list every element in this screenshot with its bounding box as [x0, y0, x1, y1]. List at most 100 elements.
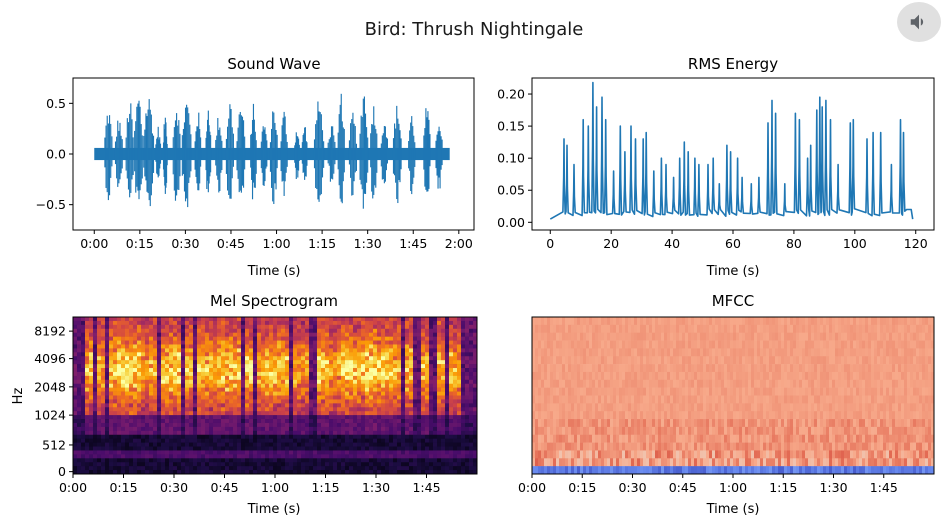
- mel-spectrogram-cell: [273, 395, 278, 400]
- mel-spectrogram-cell: [253, 336, 258, 341]
- mel-spectrogram-cell: [337, 434, 342, 439]
- mel-spectrogram-cell: [429, 348, 434, 353]
- mel-spectrogram-cell: [97, 328, 102, 333]
- mel-spectrogram-cell: [349, 324, 354, 330]
- mfcc-cell: [709, 324, 713, 333]
- mel-spectrogram-cell: [133, 458, 138, 463]
- mel-spectrogram-cell: [293, 395, 298, 400]
- mel-spectrogram-cell: [333, 411, 338, 416]
- mel-spectrogram-cell: [333, 383, 338, 388]
- mel-spectrogram-cell: [269, 462, 274, 467]
- mel-spectrogram-cell: [193, 446, 198, 451]
- mel-spectrogram-cell: [185, 446, 190, 451]
- mel-spectrogram-cell: [353, 438, 358, 443]
- mfcc-cell: [649, 332, 653, 341]
- mel-spectrogram-cell: [325, 438, 330, 443]
- mel-spectrogram-cell: [181, 458, 186, 463]
- mel-spectrogram-cell: [257, 458, 262, 463]
- mel-spectrogram-cell: [145, 419, 150, 424]
- mel-spectrogram-cell: [277, 332, 282, 337]
- mel-spectrogram-cell: [249, 344, 254, 349]
- mel-spectrogram-cell: [197, 470, 202, 475]
- mel-spectrogram-cell: [449, 411, 454, 416]
- mel-spectrogram-cell: [181, 383, 186, 388]
- mel-spectrogram-cell: [305, 317, 310, 322]
- mel-spectrogram-cell: [285, 320, 290, 326]
- mel-spectrogram-cell: [101, 375, 106, 381]
- mel-spectrogram-cell: [289, 434, 294, 439]
- mel-spectrogram-cell: [409, 328, 414, 333]
- mel-spectrogram-cell: [325, 364, 330, 369]
- mel-spectrogram-cell: [89, 422, 94, 428]
- mel-spectrogram-cell: [357, 371, 362, 377]
- mel-spectrogram-cell: [453, 454, 458, 459]
- mfcc-cell: [826, 332, 830, 341]
- mel-spectrogram-cell: [389, 379, 394, 385]
- mel-spectrogram-cell: [329, 391, 334, 396]
- mel-spectrogram-cell: [121, 364, 126, 369]
- mel-spectrogram-cell: [265, 379, 270, 385]
- mel-spectrogram-cell: [457, 364, 462, 369]
- mel-spectrogram-cell: [333, 328, 338, 333]
- mel-spectrogram-cell: [133, 364, 138, 369]
- mel-spectrogram-cell: [265, 332, 270, 337]
- mel-spectrogram-cell: [145, 375, 150, 381]
- mel-spectrogram-cell: [393, 324, 398, 330]
- mel-spectrogram-cell: [145, 340, 150, 345]
- mel-spectrogram-cell: [289, 446, 294, 451]
- mel-spectrogram-cell: [229, 462, 234, 467]
- mel-spectrogram-cell: [125, 438, 130, 443]
- mel-spectrogram-cell: [85, 383, 90, 388]
- mel-spectrogram-cell: [405, 395, 410, 400]
- mel-spectrogram-cell: [357, 360, 362, 365]
- mel-spectrogram-cell: [437, 458, 442, 463]
- mfcc-cell: [622, 332, 626, 341]
- mel-spectrogram-cell: [465, 407, 470, 412]
- mel-spectrogram-cell: [453, 336, 458, 341]
- mel-spectrogram-cell: [305, 379, 310, 385]
- mel-spectrogram-cell: [269, 360, 274, 365]
- mel-spectrogram-cell: [269, 332, 274, 337]
- mel-spectrogram-cell: [449, 450, 454, 455]
- mel-spectrogram-cell: [169, 442, 174, 447]
- mel-spectrogram-column: [141, 317, 146, 475]
- mel-spectrogram-cell: [365, 395, 370, 400]
- mel-spectrogram-cell: [229, 454, 234, 459]
- sound-wave-burst: [348, 112, 358, 196]
- mel-spectrogram-cell: [81, 348, 86, 353]
- mel-spectrogram-cell: [205, 446, 210, 451]
- mel-spectrogram-cell: [217, 430, 222, 436]
- mel-spectrogram-cell: [353, 336, 358, 341]
- mel-spectrogram-cell: [357, 328, 362, 333]
- mel-spectrogram-cell: [93, 324, 98, 330]
- mel-spectrogram-cell: [269, 466, 274, 471]
- mel-spectrogram-cell: [117, 450, 122, 455]
- mfcc-cell: [541, 317, 545, 326]
- mel-spectrogram-cell: [261, 446, 266, 451]
- mel-spectrogram-cell: [413, 328, 418, 333]
- mel-spectrogram-cell: [473, 328, 478, 333]
- mel-spectrogram-cell: [281, 360, 286, 365]
- mel-spectrogram-cell: [397, 407, 402, 412]
- mel-spectrogram-cell: [197, 328, 202, 333]
- mel-spectrogram-cell: [129, 438, 134, 443]
- mel-spectrogram-cell: [245, 344, 250, 349]
- mel-spectrogram-cell: [145, 430, 150, 436]
- mel-spectrogram-cell: [145, 434, 150, 439]
- mel-spectrogram-cell: [405, 411, 410, 416]
- mel-spectrogram-cell: [85, 442, 90, 447]
- mel-spectrogram-cell: [165, 430, 170, 436]
- mel-spectrogram-cell: [221, 336, 226, 341]
- mel-spectrogram-cell: [325, 391, 330, 396]
- mel-spectrogram-cell: [389, 430, 394, 436]
- mel-spectrogram-cell: [109, 446, 114, 451]
- mel-spectrogram-cell: [353, 352, 358, 357]
- mel-spectrogram-cell: [265, 328, 270, 333]
- mfcc-cell: [931, 317, 935, 326]
- mel-spectrogram-cell: [201, 438, 206, 443]
- mel-spectrogram-cell: [117, 364, 122, 369]
- mel-spectrogram-cell: [161, 360, 166, 365]
- mel-spectrogram-cell: [281, 419, 286, 424]
- mfcc-cell: [706, 324, 710, 333]
- mel-spectrogram-cell: [229, 466, 234, 471]
